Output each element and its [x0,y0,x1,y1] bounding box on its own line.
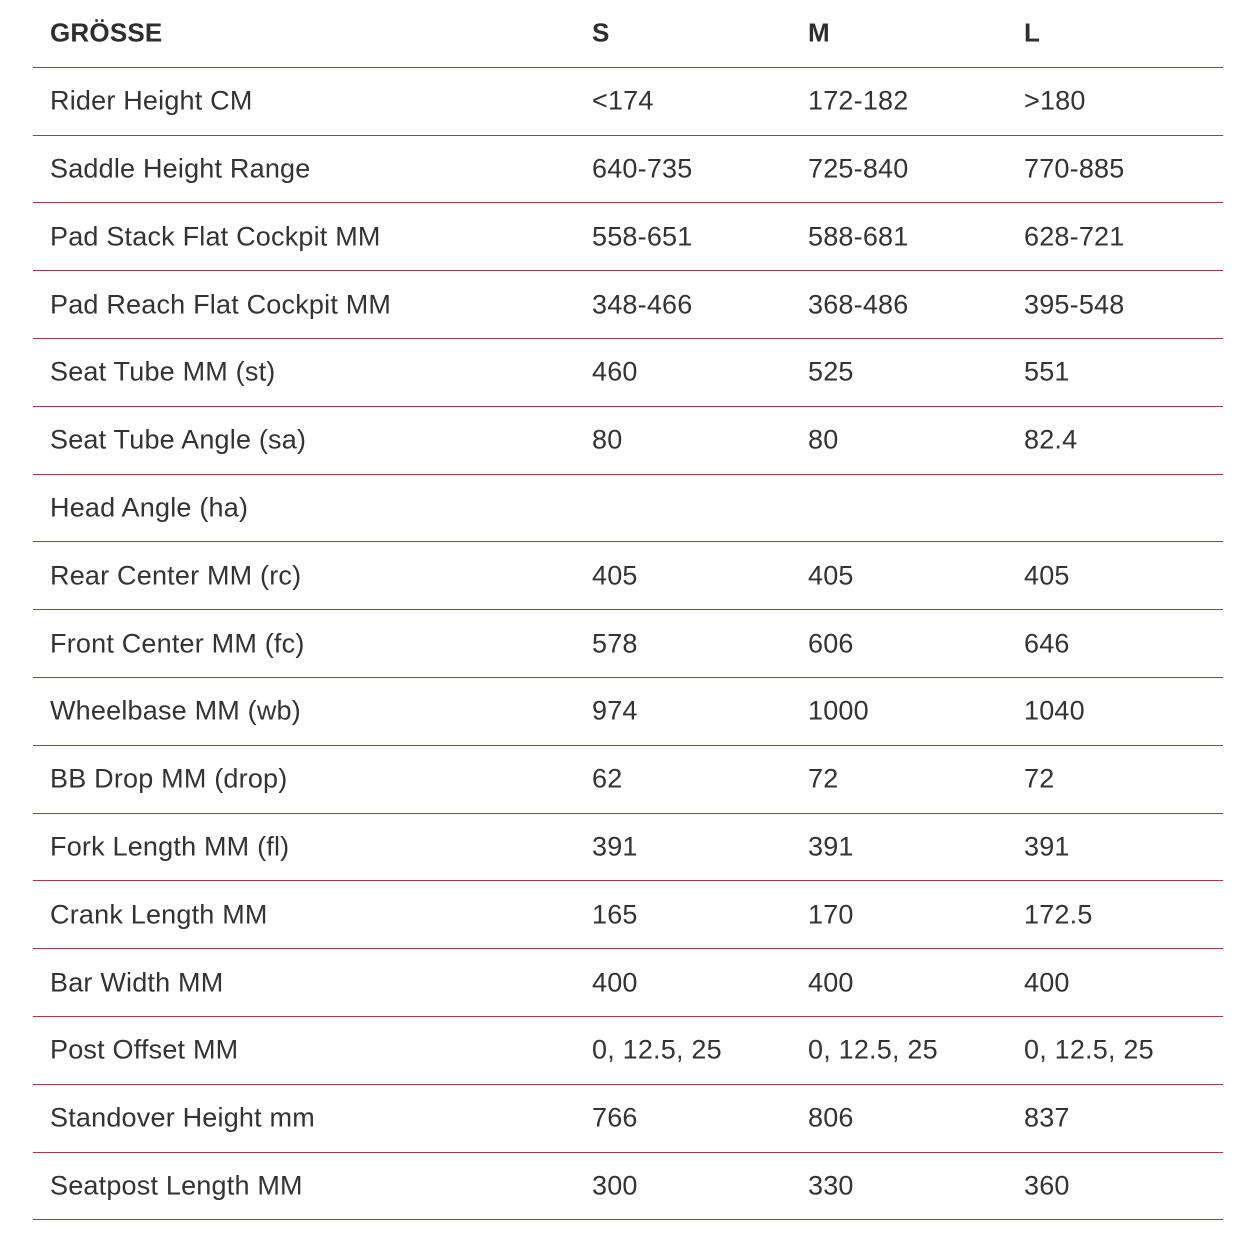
row-value-l: 172.5 [1024,899,1093,930]
header-col-s: S [592,17,610,48]
row-label: Saddle Height Range [50,153,311,184]
geometry-table: GRÖSSE S M L Rider Height CM <174 172-18… [33,0,1223,1221]
table-row-standover-height: Standover Height mm 766 806 837 [33,1085,1223,1153]
row-value-m: 72 [808,763,839,794]
row-value-l: >180 [1024,85,1086,116]
row-value-s: 0, 12.5, 25 [592,1034,722,1065]
row-value-s: 974 [592,695,638,726]
row-value-l: 551 [1024,356,1070,387]
table-row-seat-tube-angle: Seat Tube Angle (sa) 80 80 82.4 [33,407,1223,475]
row-value-m: 1000 [808,695,869,726]
header-col-m: M [808,17,830,48]
row-value-l: 405 [1024,560,1070,591]
row-value-s: 640-735 [592,153,693,184]
row-value-s: 766 [592,1102,638,1133]
table-row-saddle-height-range: Saddle Height Range 640-735 725-840 770-… [33,136,1223,204]
table-row-head-angle: Head Angle (ha) [33,475,1223,543]
row-label: Rear Center MM (rc) [50,560,302,591]
row-value-l: 0, 12.5, 25 [1024,1034,1154,1065]
table-row-wheelbase: Wheelbase MM (wb) 974 1000 1040 [33,678,1223,746]
row-value-s: <174 [592,85,654,116]
row-value-m: 725-840 [808,153,909,184]
table-row-rider-height: Rider Height CM <174 172-182 >180 [33,68,1223,136]
table-row-crank-length: Crank Length MM 165 170 172.5 [33,881,1223,950]
row-label: Head Angle (ha) [50,492,249,523]
table-row-front-center: Front Center MM (fc) 578 606 646 [33,610,1223,678]
row-value-s: 400 [592,967,638,998]
row-value-m: 806 [808,1102,854,1133]
row-label: Pad Stack Flat Cockpit MM [50,221,381,252]
row-label: Bar Width MM [50,967,224,998]
row-value-s: 405 [592,560,638,591]
row-value-l: 360 [1024,1170,1070,1201]
table-row-bar-width: Bar Width MM 400 400 400 [33,949,1223,1017]
row-value-m: 172-182 [808,85,909,116]
row-label: Post Offset MM [50,1034,239,1065]
row-value-s: 165 [592,899,638,930]
row-value-m: 368-486 [808,289,909,320]
row-value-m: 525 [808,356,854,387]
row-value-l: 837 [1024,1102,1070,1133]
row-value-m: 330 [808,1170,854,1201]
row-value-m: 80 [808,424,839,455]
row-value-m: 400 [808,967,854,998]
row-value-s: 80 [592,424,623,455]
row-value-m: 606 [808,628,854,659]
row-value-s: 391 [592,831,638,862]
table-row-rear-center: Rear Center MM (rc) 405 405 405 [33,542,1223,611]
row-value-m: 405 [808,560,854,591]
table-row-pad-stack: Pad Stack Flat Cockpit MM 558-651 588-68… [33,203,1223,272]
row-value-s: 578 [592,628,638,659]
row-label: Seat Tube Angle (sa) [50,424,307,455]
row-value-l: 646 [1024,628,1070,659]
table-row-seat-tube: Seat Tube MM (st) 460 525 551 [33,339,1223,407]
row-value-m: 170 [808,899,854,930]
row-value-l: 770-885 [1024,153,1125,184]
row-value-m: 588-681 [808,221,909,252]
row-value-l: 82.4 [1024,424,1078,455]
row-value-m: 391 [808,831,854,862]
row-value-s: 62 [592,763,623,794]
row-value-l: 72 [1024,763,1055,794]
row-value-s: 300 [592,1170,638,1201]
table-row-bb-drop: BB Drop MM (drop) 62 72 72 [33,746,1223,814]
row-label: Front Center MM (fc) [50,628,305,659]
header-size-label: GRÖSSE [50,17,163,48]
row-label: Fork Length MM (fl) [50,831,290,862]
row-value-l: 395-548 [1024,289,1125,320]
row-label: Seat Tube MM (st) [50,356,276,387]
table-row-post-offset: Post Offset MM 0, 12.5, 25 0, 12.5, 25 0… [33,1017,1223,1085]
row-value-l: 400 [1024,967,1070,998]
header-col-l: L [1024,17,1041,48]
table-row-pad-reach: Pad Reach Flat Cockpit MM 348-466 368-48… [33,271,1223,339]
row-label: Crank Length MM [50,899,268,930]
row-value-s: 348-466 [592,289,693,320]
row-label: Rider Height CM [50,85,253,116]
row-value-s: 460 [592,356,638,387]
row-label: Wheelbase MM (wb) [50,695,301,726]
row-value-l: 391 [1024,831,1070,862]
row-value-s: 558-651 [592,221,693,252]
row-label: BB Drop MM (drop) [50,763,288,794]
row-value-l: 628-721 [1024,221,1125,252]
row-label: Standover Height mm [50,1102,315,1133]
row-value-m: 0, 12.5, 25 [808,1034,938,1065]
table-row-seatpost-length: Seatpost Length MM 300 330 360 [33,1153,1223,1221]
row-label: Seatpost Length MM [50,1170,303,1201]
table-header-row: GRÖSSE S M L [33,0,1223,68]
table-row-fork-length: Fork Length MM (fl) 391 391 391 [33,814,1223,882]
row-label: Pad Reach Flat Cockpit MM [50,289,392,320]
row-value-l: 1040 [1024,695,1085,726]
